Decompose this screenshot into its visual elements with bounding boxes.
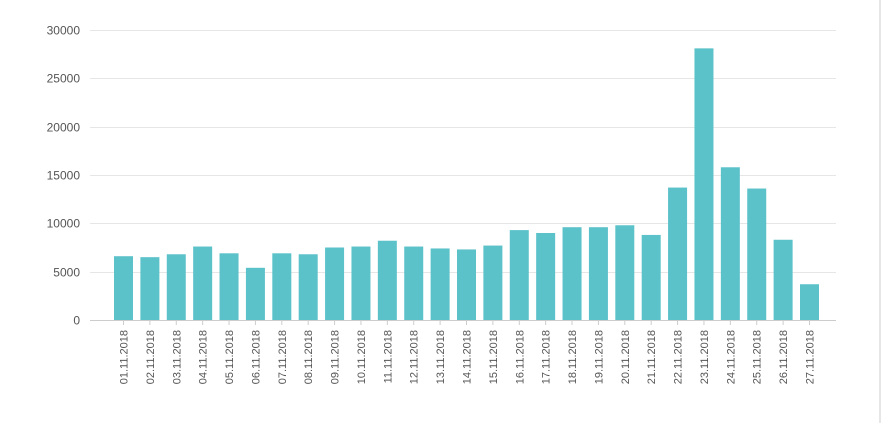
- y-tick-label: 15000: [47, 169, 81, 183]
- y-axis-ticks: 0 5000 10000 15000 20000 25000 30000: [47, 24, 81, 328]
- x-tick-label: 13.11.2018: [435, 330, 447, 384]
- bar[interactable]: [377, 240, 397, 320]
- x-tick-label: 05.11.2018: [224, 330, 236, 384]
- x-axis-ticks: 01.11.2018 02.11.2018 03.11.2018 04.11.2018…: [119, 320, 817, 384]
- bar[interactable]: [536, 233, 556, 320]
- bar[interactable]: [483, 245, 503, 320]
- x-tick-label: 27.11.2018: [805, 330, 817, 384]
- x-tick-label: 07.11.2018: [277, 330, 289, 384]
- x-tick-label: 16.11.2018: [514, 330, 526, 384]
- x-tick-label: 19.11.2018: [593, 330, 605, 384]
- x-tick-label: 15.11.2018: [488, 330, 500, 384]
- x-tick-label: 20.11.2018: [620, 330, 632, 384]
- x-tick-label: 24.11.2018: [725, 330, 737, 384]
- bar[interactable]: [166, 254, 186, 320]
- bar[interactable]: [694, 48, 714, 320]
- bar[interactable]: [615, 225, 635, 320]
- bar[interactable]: [668, 187, 688, 320]
- x-tick-label: 11.11.2018: [382, 330, 394, 383]
- x-tick-label: 26.11.2018: [778, 330, 790, 384]
- x-tick-label: 03.11.2018: [171, 330, 183, 384]
- bar[interactable]: [351, 246, 371, 320]
- bar[interactable]: [562, 227, 582, 320]
- bar[interactable]: [509, 230, 529, 320]
- bars: [114, 48, 819, 320]
- x-tick-label: 09.11.2018: [330, 330, 342, 384]
- bar[interactable]: [140, 257, 160, 320]
- y-tick-label: 5000: [53, 266, 80, 280]
- bar[interactable]: [773, 239, 793, 320]
- y-tick-label: 10000: [47, 217, 81, 231]
- bar[interactable]: [404, 246, 424, 320]
- x-tick-label: 14.11.2018: [462, 330, 474, 384]
- y-tick-label: 20000: [47, 121, 81, 135]
- x-tick-label: 04.11.2018: [198, 330, 210, 384]
- x-tick-label: 12.11.2018: [409, 330, 421, 384]
- bar[interactable]: [272, 253, 292, 320]
- bar[interactable]: [219, 253, 239, 320]
- y-tick-label: 30000: [47, 24, 81, 38]
- x-tick-label: 01.11.2018: [119, 330, 131, 384]
- bar[interactable]: [800, 284, 819, 320]
- x-tick-label: 21.11.2018: [646, 330, 658, 384]
- x-tick-label: 22.11.2018: [673, 330, 685, 384]
- x-tick-label: 25.11.2018: [752, 330, 764, 384]
- bar[interactable]: [298, 254, 318, 320]
- x-tick-label: 17.11.2018: [541, 330, 553, 384]
- bar[interactable]: [720, 167, 740, 320]
- bar[interactable]: [747, 188, 767, 320]
- y-tick-label: 25000: [47, 72, 81, 86]
- x-tick-label: 08.11.2018: [303, 330, 315, 384]
- panel-border: [879, 0, 881, 423]
- bar[interactable]: [325, 247, 345, 321]
- bar[interactable]: [193, 246, 213, 320]
- bar[interactable]: [114, 256, 133, 320]
- x-tick-label: 06.11.2018: [250, 330, 262, 384]
- bar[interactable]: [457, 249, 476, 320]
- x-tick-label: 18.11.2018: [567, 330, 579, 384]
- bar[interactable]: [430, 248, 450, 320]
- bar[interactable]: [245, 267, 265, 320]
- bar[interactable]: [588, 227, 608, 320]
- y-tick-label: 0: [73, 314, 80, 328]
- x-tick-label: 23.11.2018: [699, 330, 711, 384]
- bar[interactable]: [641, 234, 661, 320]
- gridlines: [90, 30, 836, 321]
- x-tick-label: 10.11.2018: [356, 330, 368, 384]
- x-tick-label: 02.11.2018: [145, 330, 157, 384]
